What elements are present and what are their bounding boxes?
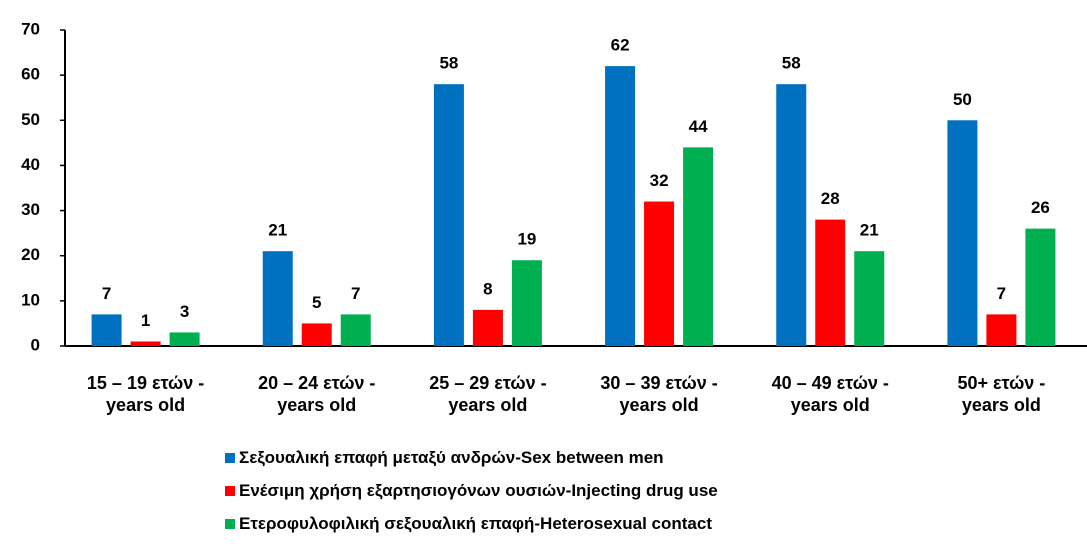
y-tick-label: 30 (21, 200, 40, 219)
bar (854, 251, 885, 346)
legend-label: Ενέσιμη χρήση εξαρτησιογόνων ουσιών-Inje… (239, 481, 718, 500)
value-label: 7 (102, 284, 111, 303)
x-tick-label: 15 – 19 ετών - years old (86, 373, 205, 415)
bar (91, 314, 122, 346)
bar (301, 323, 332, 346)
bar (340, 314, 371, 346)
value-label: 50 (953, 90, 972, 109)
bar (433, 84, 464, 347)
y-tick-label: 0 (31, 335, 40, 354)
value-label: 26 (1031, 198, 1050, 217)
x-tick-label: 30 – 39 ετών - years old (600, 373, 718, 415)
bar (1025, 228, 1056, 346)
value-label: 7 (997, 284, 1006, 303)
value-label: 32 (650, 171, 669, 190)
bar (776, 84, 807, 347)
legend-swatch (225, 519, 235, 529)
bar (986, 314, 1017, 346)
bar (815, 219, 846, 346)
value-label: 5 (312, 293, 321, 312)
legend-label: Ετεροφυλοφιλική σεξουαλική επαφή-Heteros… (239, 514, 713, 533)
x-tick-label: 20 – 24 ετών - years old (258, 373, 376, 415)
value-label: 8 (483, 279, 492, 298)
x-tick-label: 50+ ετών - years old (957, 373, 1046, 415)
x-tick-label: 40 – 49 ετών - years old (771, 373, 889, 415)
value-label: 3 (180, 302, 189, 321)
legend-label: Σεξουαλική επαφή μεταξύ ανδρών-Sex betwe… (239, 448, 664, 467)
value-label: 1 (141, 311, 150, 330)
legend-item: Ετεροφυλοφιλική σεξουαλική επαφή-Heteros… (225, 514, 712, 534)
bar (169, 332, 200, 346)
legend-swatch (225, 486, 235, 496)
x-tick-label: 25 – 29 ετών - years old (429, 373, 547, 415)
y-tick-label: 50 (21, 110, 40, 129)
y-tick-label: 40 (21, 155, 40, 174)
y-tick-label: 70 (21, 19, 40, 38)
value-label: 7 (351, 284, 360, 303)
value-label: 58 (439, 54, 458, 73)
value-label: 21 (268, 221, 287, 240)
legend-item: Ενέσιμη χρήση εξαρτησιογόνων ουσιών-Inje… (225, 481, 718, 501)
legend-swatch (225, 453, 235, 463)
y-tick-label: 60 (21, 65, 40, 84)
value-label: 62 (611, 36, 630, 55)
legend-item: Σεξουαλική επαφή μεταξύ ανδρών-Sex betwe… (225, 448, 664, 468)
bar (262, 251, 293, 346)
bar (644, 201, 675, 346)
bar (472, 309, 503, 346)
bar (947, 120, 978, 347)
y-tick-label: 10 (21, 290, 40, 309)
bar (605, 66, 636, 346)
bar (683, 147, 714, 346)
value-label: 19 (517, 230, 536, 249)
bar (511, 260, 542, 346)
value-label: 28 (821, 189, 840, 208)
value-label: 58 (782, 54, 801, 73)
bar (130, 341, 161, 346)
y-tick-label: 20 (21, 245, 40, 264)
value-label: 21 (860, 221, 879, 240)
value-label: 44 (689, 117, 708, 136)
